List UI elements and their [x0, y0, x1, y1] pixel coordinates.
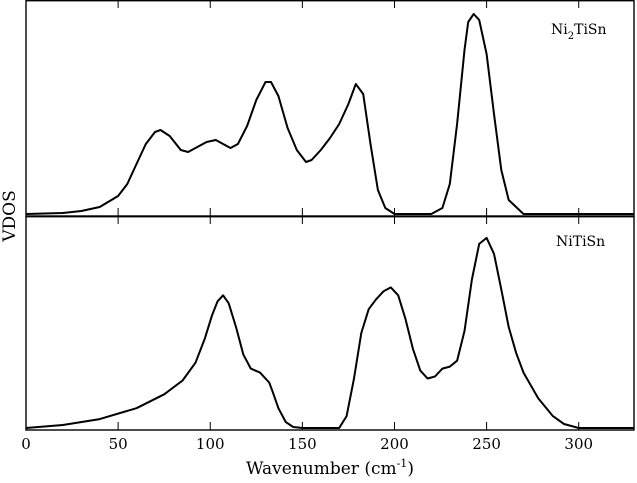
x-axis-label-end: ) — [407, 459, 414, 479]
vdos-curve-nitisn — [25, 236, 634, 429]
x-tick-labels-group: 0 50 100 150 200 250 300 — [21, 435, 593, 453]
panel-label-ni2tisn-main: Ni — [551, 22, 568, 38]
panel-label-ni2tisn: Ni2TiSn — [551, 22, 607, 42]
panel-label-nitisn: NiTiSn — [556, 234, 605, 250]
x-tick-label-6: 300 — [564, 435, 593, 453]
x-tick-label-1: 50 — [109, 435, 128, 453]
vdos-curve-ni2tisn — [25, 13, 634, 215]
x-tick-label-5: 250 — [472, 435, 501, 453]
x-axis-label: Wavenumber (cm-1) — [246, 457, 414, 479]
panel-frame-2 — [25, 215, 635, 431]
x-ticks-group — [25, 0, 580, 430]
panel-label-nitisn-main: NiTiSn — [556, 234, 605, 250]
x-axis-label-main: Wavenumber (cm — [246, 459, 397, 479]
x-axis-label-sup: -1 — [397, 457, 408, 470]
x-tick-label-3: 150 — [288, 435, 317, 453]
y-axis-label: VDOS — [0, 190, 20, 243]
x-tick-label-0: 0 — [21, 435, 31, 453]
x-tick-label-2: 100 — [196, 435, 225, 453]
panel-label-ni2tisn-sub: 2 — [568, 31, 574, 42]
panel-frame-1 — [25, 0, 635, 217]
x-tick-label-4: 200 — [380, 435, 409, 453]
panel-label-ni2tisn-rest: TiSn — [574, 22, 606, 38]
panels-group — [25, 0, 635, 431]
